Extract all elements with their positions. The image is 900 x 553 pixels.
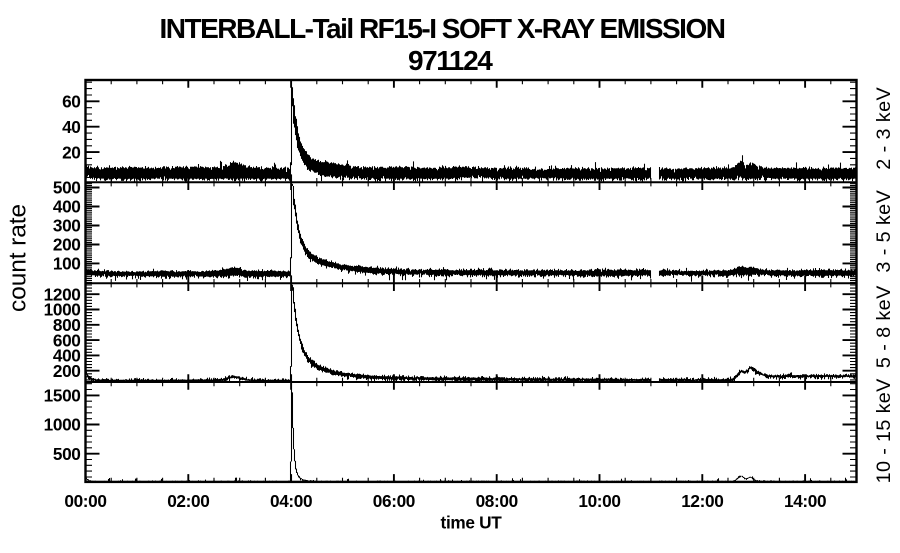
svg-text:10 - 15 keV: 10 - 15 keV [873,378,895,483]
svg-text:12:00: 12:00 [681,491,723,511]
svg-text:00:00: 00:00 [64,491,106,511]
svg-text:1200: 1200 [44,284,81,304]
svg-text:1000: 1000 [44,415,81,435]
svg-text:600: 600 [53,330,81,350]
svg-text:5 - 8 keV: 5 - 8 keV [873,285,895,368]
svg-text:06:00: 06:00 [373,491,415,511]
svg-text:INTERBALL-Tail RF15-I SOFT X-R: INTERBALL-Tail RF15-I SOFT X-RAY EMISSIO… [160,13,725,44]
svg-text:100: 100 [53,254,81,274]
svg-text:02:00: 02:00 [167,491,209,511]
svg-text:3 - 5 keV: 3 - 5 keV [873,189,895,272]
svg-text:800: 800 [53,315,81,335]
svg-text:count rate: count rate [5,204,32,312]
svg-text:500: 500 [53,178,81,198]
svg-text:1500: 1500 [44,386,81,406]
svg-text:2 - 3 keV: 2 - 3 keV [873,87,895,170]
svg-text:500: 500 [53,444,81,464]
svg-text:200: 200 [53,235,81,255]
svg-text:1000: 1000 [44,300,81,320]
svg-text:time UT: time UT [441,513,503,533]
svg-text:60: 60 [62,92,80,112]
svg-text:14:00: 14:00 [784,491,826,511]
svg-text:40: 40 [62,117,80,137]
svg-text:200: 200 [53,361,81,381]
svg-text:300: 300 [53,216,81,236]
svg-text:20: 20 [62,142,80,162]
svg-text:400: 400 [53,197,81,217]
svg-text:08:00: 08:00 [476,491,518,511]
svg-text:10:00: 10:00 [578,491,620,511]
svg-text:400: 400 [53,346,81,366]
svg-text:04:00: 04:00 [270,491,312,511]
svg-text:971124: 971124 [408,45,493,76]
